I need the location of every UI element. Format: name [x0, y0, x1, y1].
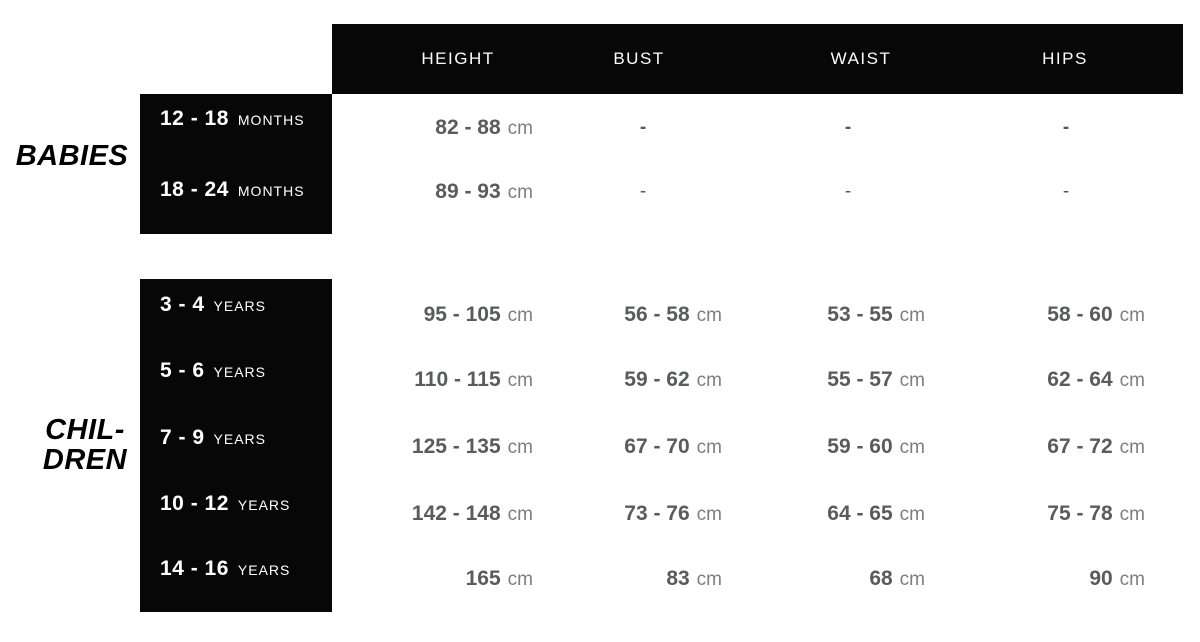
group-label-children-line1: CHIL- [45, 414, 125, 446]
unit-cm: cm [1119, 370, 1145, 391]
unit-cm: cm [696, 305, 722, 326]
hips-value-empty: - [1062, 117, 1070, 138]
unit-cm: cm [1119, 569, 1145, 590]
size-unit: MONTHS [237, 112, 305, 128]
size-range: 5 - 6 [160, 359, 205, 382]
bust-value: 59 - 62 cm [624, 368, 722, 391]
hips-value: 90 cm [1089, 567, 1145, 590]
size-range: 14 - 16 [160, 557, 229, 580]
bust-value: 73 - 76 cm [624, 502, 722, 525]
group-label-children-line2: DREN [42, 444, 128, 476]
size-range: 12 - 18 [160, 107, 229, 130]
unit-cm: cm [696, 569, 722, 590]
size-range: 18 - 24 [160, 178, 229, 201]
babies-label-box [140, 94, 332, 234]
unit-cm: cm [1119, 305, 1145, 326]
height-value: 125 - 135 cm [411, 435, 533, 458]
size-unit: YEARS [237, 497, 291, 513]
height-value: 82 - 88 cm [435, 116, 533, 139]
height-value: 165 cm [465, 567, 533, 590]
column-header-bust: BUST [613, 49, 665, 68]
unit-cm: cm [507, 118, 533, 139]
waist-value: 59 - 60 cm [827, 435, 925, 458]
size-row-label-14-16-years: 14 - 16 YEARS [160, 557, 290, 581]
group-label-babies: BABIES [15, 140, 129, 172]
hips-value: 67 - 72 cm [1047, 435, 1145, 458]
size-row-label-5-6-years: 5 - 6 YEARS [160, 359, 266, 383]
waist-value: 64 - 65 cm [827, 502, 925, 525]
height-value: 110 - 115 cm [414, 368, 533, 391]
unit-cm: cm [1119, 437, 1145, 458]
size-range: 3 - 4 [160, 293, 205, 316]
column-header-hips: HIPS [1042, 49, 1088, 68]
waist-value: 68 cm [869, 567, 925, 590]
size-range: 7 - 9 [160, 426, 205, 449]
size-unit: MONTHS [237, 183, 305, 199]
unit-cm: cm [899, 370, 925, 391]
bust-value: 56 - 58 cm [624, 303, 722, 326]
table-header-bar [332, 24, 1183, 94]
children-label-box [140, 279, 332, 612]
hips-value: 75 - 78 cm [1047, 502, 1145, 525]
height-value: 142 - 148 cm [411, 502, 533, 525]
unit-cm: cm [1119, 504, 1145, 525]
unit-cm: cm [507, 569, 533, 590]
size-unit: YEARS [213, 364, 266, 380]
height-value: 89 - 93 cm [435, 180, 533, 203]
unit-cm: cm [507, 370, 533, 391]
waist-value-empty: - [844, 181, 852, 202]
hips-value: 62 - 64 cm [1047, 368, 1145, 391]
unit-cm: cm [696, 370, 722, 391]
height-value: 95 - 105 cm [423, 303, 533, 326]
bust-value: 83 cm [666, 567, 722, 590]
unit-cm: cm [899, 305, 925, 326]
size-unit: YEARS [213, 431, 266, 447]
group-label-children: CHIL- DREN [28, 415, 142, 475]
size-range: 10 - 12 [160, 492, 229, 515]
bust-value-empty: - [639, 181, 647, 202]
size-unit: YEARS [237, 562, 291, 578]
size-row-label-10-12-years: 10 - 12 YEARS [160, 492, 290, 516]
size-row-label-7-9-years: 7 - 9 YEARS [160, 426, 266, 450]
unit-cm: cm [507, 305, 533, 326]
unit-cm: cm [507, 504, 533, 525]
unit-cm: cm [507, 182, 533, 203]
bust-value-empty: - [639, 117, 647, 138]
waist-value-empty: - [844, 117, 852, 138]
unit-cm: cm [899, 437, 925, 458]
size-row-label-12-18-months: 12 - 18 MONTHS [160, 107, 305, 131]
unit-cm: cm [696, 437, 722, 458]
size-unit: YEARS [213, 298, 266, 314]
unit-cm: cm [507, 437, 533, 458]
bust-value: 67 - 70 cm [624, 435, 722, 458]
column-header-height: HEIGHT [421, 49, 495, 68]
size-row-label-18-24-months: 18 - 24 MONTHS [160, 178, 305, 202]
unit-cm: cm [696, 504, 722, 525]
column-header-waist: WAIST [830, 49, 892, 68]
waist-value: 55 - 57 cm [827, 368, 925, 391]
hips-value-empty: - [1062, 181, 1070, 202]
unit-cm: cm [899, 569, 925, 590]
hips-value: 58 - 60 cm [1047, 303, 1145, 326]
waist-value: 53 - 55 cm [827, 303, 925, 326]
size-row-label-3-4-years: 3 - 4 YEARS [160, 293, 266, 317]
unit-cm: cm [899, 504, 925, 525]
